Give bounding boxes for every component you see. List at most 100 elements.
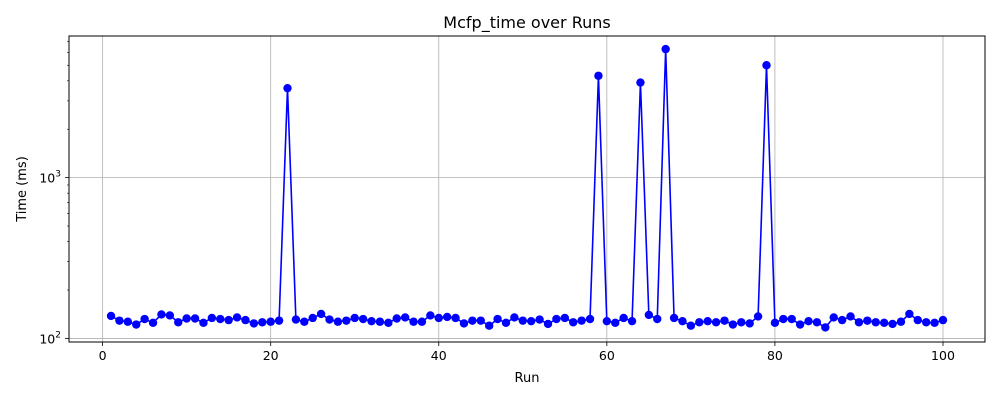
data-point [804, 316, 813, 326]
y-tick-label: 102 [39, 330, 61, 346]
data-point [913, 315, 922, 325]
data-point [627, 316, 637, 326]
data-point [182, 314, 191, 323]
data-point [409, 317, 418, 326]
data-point [636, 78, 645, 87]
data-point [896, 317, 906, 326]
data-point [846, 312, 855, 321]
series-line-mcfp-time [106, 44, 948, 332]
x-tick-label: 100 [931, 348, 955, 363]
data-point [451, 313, 460, 323]
data-point [938, 315, 948, 325]
plot-frame [68, 35, 986, 343]
data-point [325, 315, 334, 324]
data-point [300, 317, 309, 326]
data-point [392, 314, 401, 323]
data-point [106, 311, 116, 321]
data-point [400, 313, 410, 322]
data-point [115, 316, 124, 325]
data-point [787, 314, 796, 324]
grid [69, 36, 985, 342]
data-point [905, 309, 914, 319]
data-point [426, 311, 435, 320]
data-point [157, 310, 166, 319]
data-point [879, 318, 889, 328]
data-point [619, 313, 628, 323]
data-point [510, 313, 519, 322]
data-point [653, 314, 662, 324]
data-point [543, 319, 553, 329]
data-point [241, 315, 250, 325]
data-point [308, 313, 317, 323]
data-point [384, 318, 393, 328]
data-point [459, 319, 469, 328]
data-point [224, 315, 233, 325]
x-axis-label: Run [515, 371, 540, 386]
x-tick-label: 0 [99, 348, 107, 363]
data-point [703, 316, 712, 326]
data-point [468, 316, 477, 325]
series-line [110, 48, 944, 329]
data-point [930, 318, 939, 328]
data-point [258, 318, 267, 327]
data-point [434, 313, 443, 323]
data-point [829, 313, 838, 322]
data-point [333, 317, 343, 326]
data-point [484, 321, 494, 330]
data-point [216, 314, 225, 324]
data-point [837, 315, 847, 325]
data-point [207, 313, 217, 323]
data-point [342, 316, 351, 325]
data-point [165, 311, 175, 320]
data-point [199, 318, 208, 328]
data-point [812, 318, 822, 327]
data-point [283, 83, 292, 93]
data-point [232, 313, 242, 322]
data-point [358, 314, 368, 324]
data-point [753, 312, 763, 321]
data-point [266, 317, 275, 326]
data-point [779, 314, 788, 324]
data-point [493, 314, 502, 324]
data-point [921, 318, 931, 327]
data-point [611, 318, 620, 328]
x-tick-label: 40 [431, 348, 447, 363]
data-point [770, 318, 780, 328]
data-point [291, 315, 301, 324]
axis-ticks: 0 20 40 60 80 100 102 103 [39, 41, 955, 363]
data-point [249, 319, 259, 328]
data-point [854, 318, 864, 327]
data-point [661, 44, 670, 54]
data-point [442, 312, 452, 322]
data-point [316, 309, 326, 319]
data-point [711, 318, 721, 327]
data-point [762, 61, 771, 70]
data-point [552, 314, 561, 324]
data-point [501, 318, 511, 328]
data-point [367, 316, 376, 326]
y-axis-label: Time (ms) [15, 156, 30, 223]
data-point [123, 317, 133, 326]
data-point [140, 314, 149, 324]
data-point [863, 316, 872, 325]
data-point [518, 316, 527, 325]
data-point [560, 313, 570, 323]
data-point [678, 316, 687, 326]
data-point [728, 320, 738, 329]
data-point [350, 313, 359, 323]
y-tick-label: 103 [39, 170, 61, 186]
x-tick-label: 60 [599, 348, 615, 363]
data-point [527, 316, 536, 326]
data-point [417, 317, 427, 326]
data-point [535, 315, 544, 324]
data-point [871, 318, 880, 327]
data-point [745, 319, 754, 328]
data-point [888, 319, 897, 329]
x-tick-label: 80 [767, 348, 783, 363]
data-point [476, 316, 485, 325]
data-point [737, 318, 746, 327]
data-point [686, 321, 696, 330]
data-point [594, 71, 603, 80]
